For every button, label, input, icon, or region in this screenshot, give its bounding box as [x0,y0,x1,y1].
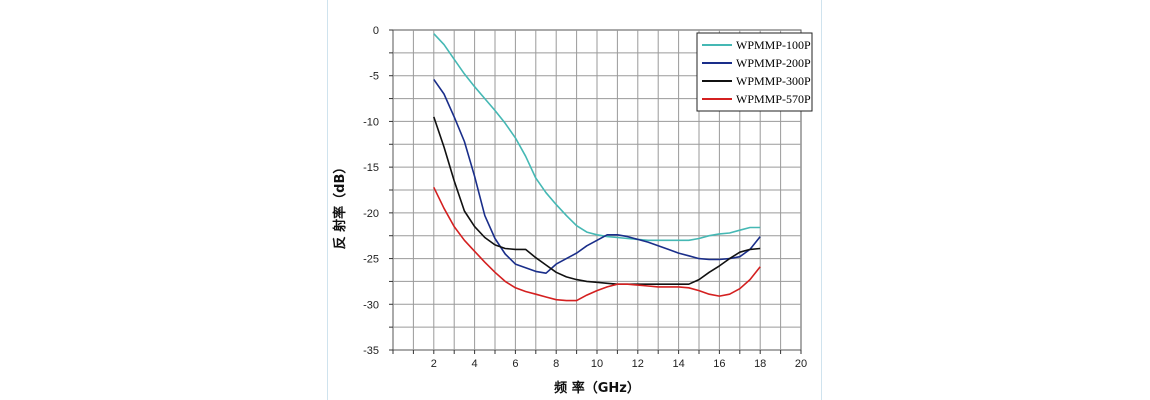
legend-label: WPMMP-570P [736,92,811,106]
x-tick-label: 16 [713,358,725,370]
y-tick-label: -15 [363,162,379,174]
x-tick-label: 4 [472,358,478,370]
y-tick-label: -35 [363,345,379,357]
y-tick-label: 0 [373,25,379,37]
chart-panel: 2 4 6 8 10 12 14 16 18 20 0 -5 -10 -15 -20 -25 -30 -35 频 … [327,0,822,400]
series-line-wpmmp-100p [433,33,761,242]
series-lines [433,33,761,302]
x-axis-label: 频 率（GHz） [554,380,640,396]
series-line-wpmmp-300p [433,116,761,285]
legend-label: WPMMP-100P [736,38,811,52]
x-tick-label: 20 [795,358,807,370]
x-tick-label: 8 [553,358,559,370]
y-tick-label: -25 [363,254,379,266]
y-tick-label: -20 [363,208,379,220]
legend-label: WPMMP-200P [736,56,811,70]
x-tick-label: 12 [632,358,644,370]
y-tick-label: -30 [363,299,379,311]
x-tick-label: 2 [431,358,437,370]
x-tick-label: 6 [512,358,518,370]
legend: WPMMP-100P WPMMP-200P WPMMP-300P WPMMP-570P [696,32,813,112]
series-line-wpmmp-570p [433,186,761,302]
x-tick-label: 18 [754,358,766,370]
y-tick-label: -10 [363,116,379,128]
reflectivity-chart: 2 4 6 8 10 12 14 16 18 20 0 -5 -10 -15 -20 -25 -30 -35 频 … [332,25,813,396]
x-tick-label: 10 [591,358,603,370]
x-tick-label: 14 [672,358,684,370]
series-line-wpmmp-200p [433,78,761,274]
tick-labels: 2 4 6 8 10 12 14 16 18 20 0 -5 -10 -15 -20 -25 -30 -35 [363,25,807,370]
legend-label: WPMMP-300P [736,74,811,88]
y-tick-label: -5 [369,71,379,83]
y-axis-label: 反 射率（dB） [332,161,348,250]
